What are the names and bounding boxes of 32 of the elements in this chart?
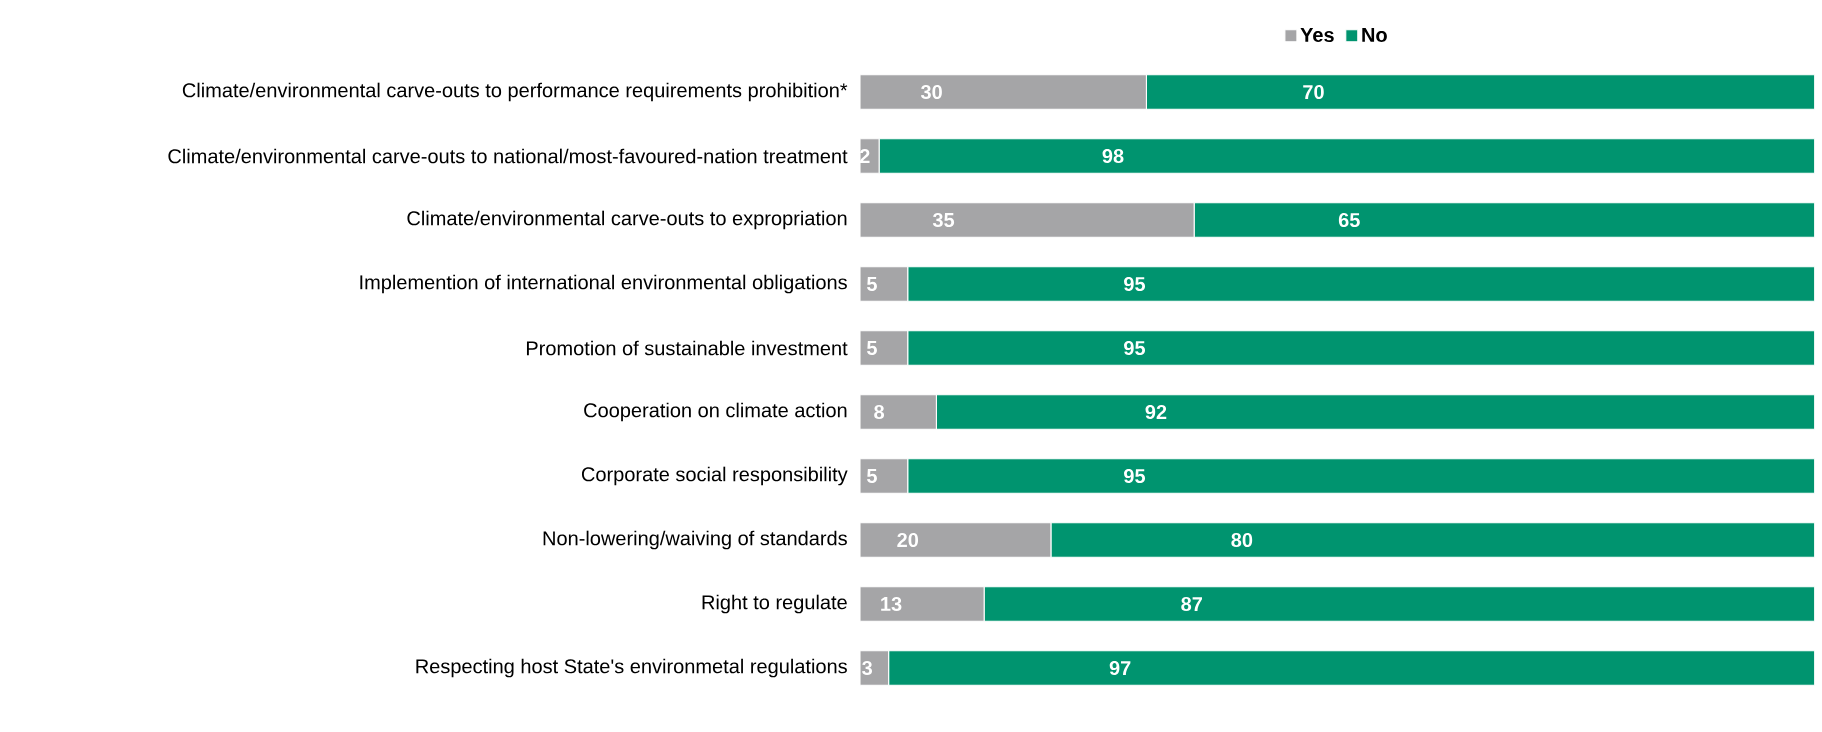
data-label: 2 — [859, 149, 870, 163]
data-label: 20 — [897, 532, 919, 548]
data-label: 5 — [866, 469, 877, 483]
y-tick-label: Climate/environmental carve-outs to national/most-favoured-nation treatment — [168, 148, 848, 164]
data-label: 98 — [1102, 148, 1124, 164]
y-tick-label: Cooperation on climate action — [584, 402, 847, 422]
data-label: 13 — [881, 596, 902, 612]
data-label: 97 — [1109, 660, 1131, 676]
y-tick-label: Implemention of international environmental obligations — [360, 274, 847, 294]
data-label: 87 — [1181, 596, 1202, 612]
y-tick-label: Non-lowering/waiving of standards — [543, 530, 847, 550]
y-tick-label: Corporate social responsibility — [581, 466, 848, 486]
data-label: 70 — [1303, 84, 1324, 100]
data-label: 95 — [1124, 468, 1146, 484]
data-label: 92 — [1145, 404, 1167, 420]
y-tick-label: Right to regulate — [702, 594, 847, 614]
data-label: 95 — [1124, 340, 1146, 356]
y-tick-label: Climate/environmental carve-outs to performance requirements prohibition* — [182, 82, 848, 102]
y-tick-label: Climate/environmental carve-outs to expropriation — [407, 210, 847, 230]
data-label: 65 — [1338, 212, 1360, 228]
y-tick-label: Respecting host State's environmetal regulations — [416, 658, 847, 678]
data-label: 30 — [920, 84, 942, 100]
legend-label: Yes — [1300, 28, 1334, 42]
data-label: 5 — [866, 341, 877, 355]
data-label: 5 — [866, 277, 877, 291]
data-label: 80 — [1231, 532, 1253, 548]
data-label: 35 — [932, 212, 955, 228]
y-tick-label: Promotion of sustainable investment — [526, 340, 848, 356]
data-label: 3 — [862, 660, 872, 676]
legend-label: No — [1362, 28, 1387, 42]
data-label: 95 — [1124, 276, 1146, 292]
data-label: 8 — [874, 404, 885, 420]
